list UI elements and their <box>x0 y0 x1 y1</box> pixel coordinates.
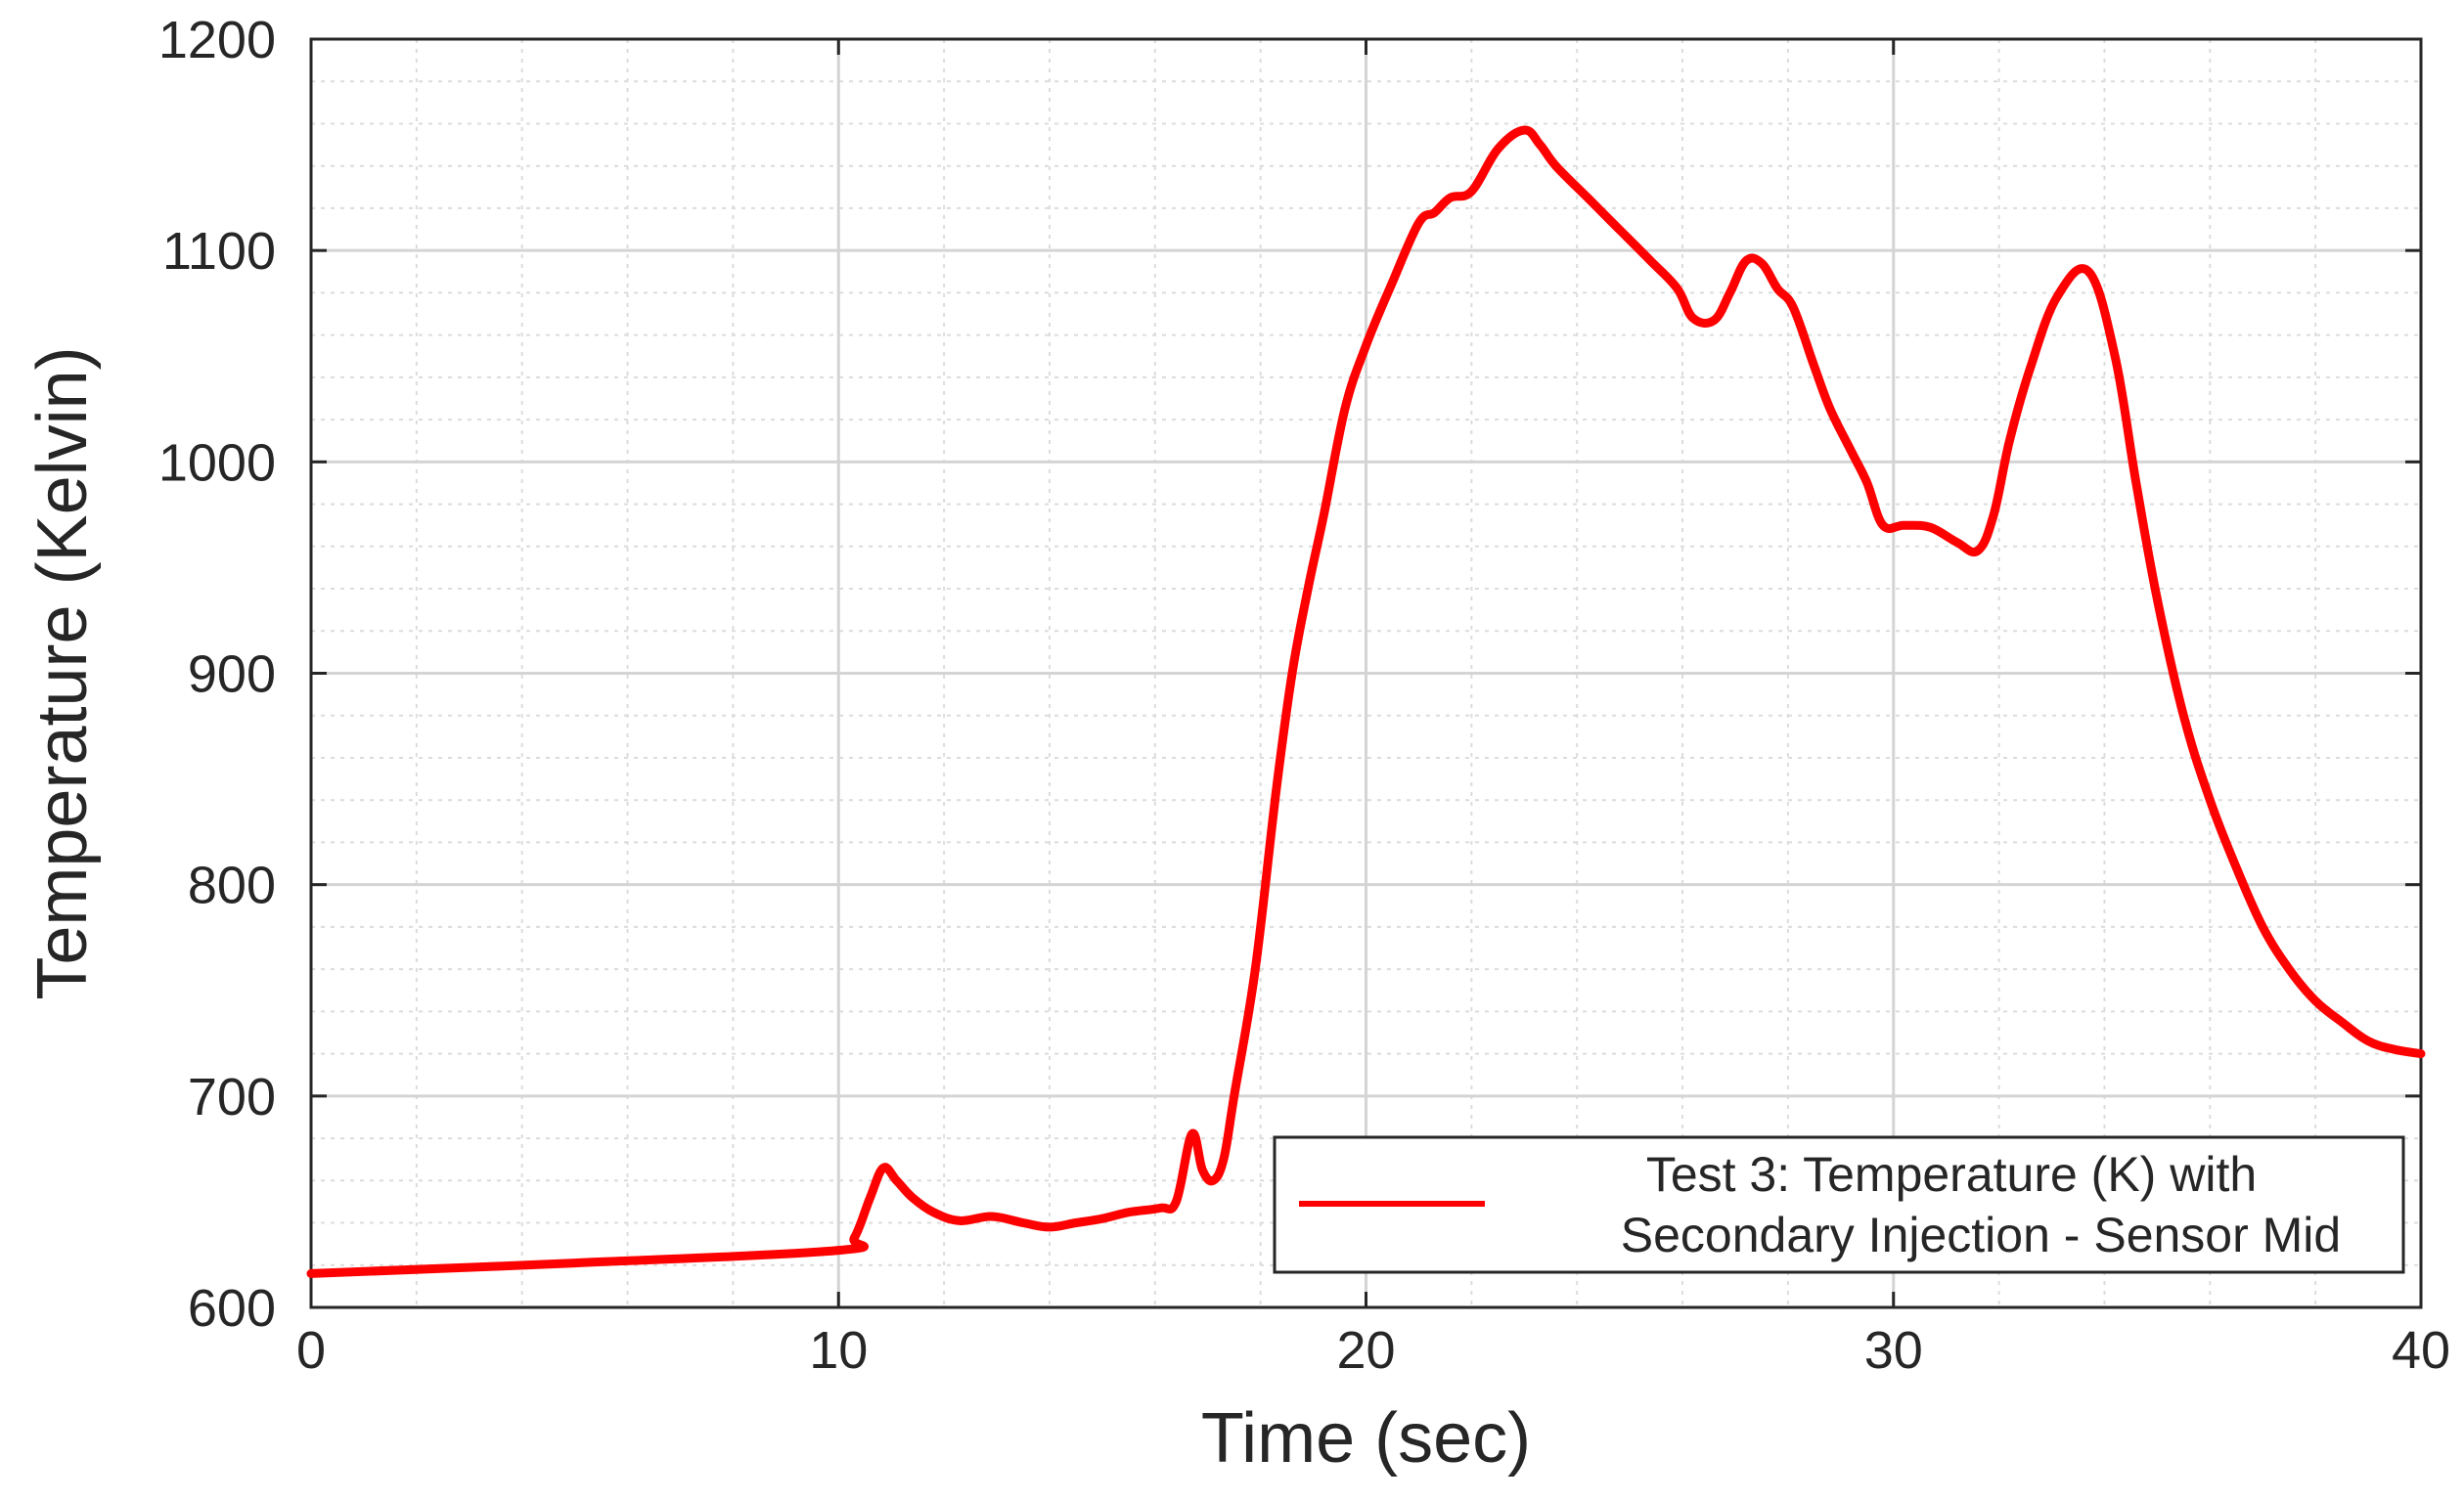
series-layer <box>306 125 2426 1278</box>
y-tick-label: 600 <box>188 1279 276 1338</box>
x-tick-label: 40 <box>2392 1321 2450 1380</box>
legend: Test 3: Temperature (K) with Secondary I… <box>1273 1135 2405 1274</box>
x-tick-label: 0 <box>296 1321 326 1380</box>
legend-label-line-2: Secondary Injection - Sensor Mid <box>1621 1208 2341 1262</box>
axis-ticks: 0 10 20 30 40 600 700 800 900 1000 1100 1200 <box>158 11 2450 1380</box>
y-axis-title: Temperature (Kelvin) <box>23 346 102 999</box>
y-tick-label: 1100 <box>162 222 276 281</box>
y-tick-label: 900 <box>188 645 276 704</box>
series-line-0 <box>306 125 2426 1278</box>
x-tick-label: 30 <box>1864 1321 1923 1380</box>
x-tick-label: 20 <box>1336 1321 1395 1380</box>
y-tick-label: 1000 <box>158 433 276 492</box>
y-tick-label: 1200 <box>158 11 276 69</box>
legend-label-line-1: Test 3: Temperature (K) with <box>1646 1147 2257 1202</box>
x-axis-title: Time (sec) <box>1201 1399 1531 1478</box>
legend-box <box>1273 1135 2405 1274</box>
y-tick-label: 700 <box>188 1068 276 1126</box>
x-tick-label: 10 <box>809 1321 868 1380</box>
y-tick-label: 800 <box>188 857 276 915</box>
